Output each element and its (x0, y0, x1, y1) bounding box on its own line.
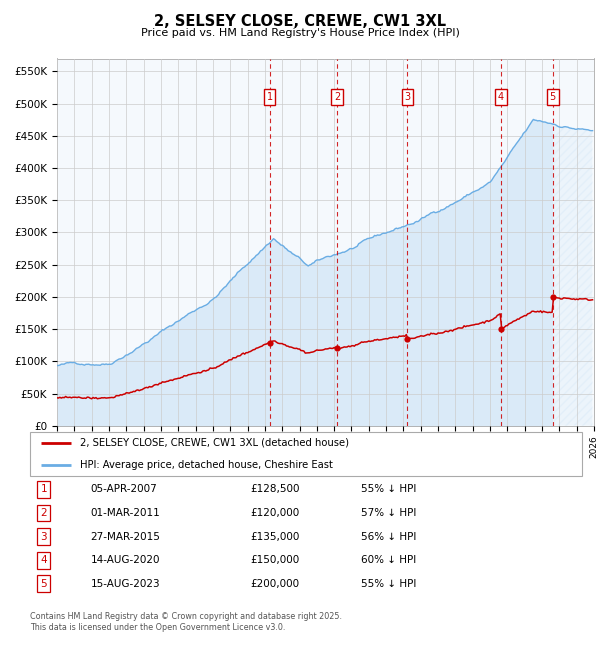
Text: 3: 3 (404, 92, 410, 102)
Text: 2, SELSEY CLOSE, CREWE, CW1 3XL (detached house): 2, SELSEY CLOSE, CREWE, CW1 3XL (detache… (80, 437, 349, 448)
Text: £128,500: £128,500 (251, 484, 301, 495)
Text: 5: 5 (40, 578, 47, 589)
Text: £120,000: £120,000 (251, 508, 300, 518)
Text: 1: 1 (40, 484, 47, 495)
Text: 60% ↓ HPI: 60% ↓ HPI (361, 555, 416, 566)
Text: 14-AUG-2020: 14-AUG-2020 (91, 555, 160, 566)
Text: 4: 4 (498, 92, 504, 102)
FancyBboxPatch shape (30, 432, 582, 476)
Text: 57% ↓ HPI: 57% ↓ HPI (361, 508, 416, 518)
Text: 55% ↓ HPI: 55% ↓ HPI (361, 484, 416, 495)
Text: 4: 4 (40, 555, 47, 566)
Text: £200,000: £200,000 (251, 578, 300, 589)
Text: 56% ↓ HPI: 56% ↓ HPI (361, 532, 416, 541)
Text: 55% ↓ HPI: 55% ↓ HPI (361, 578, 416, 589)
Text: 15-AUG-2023: 15-AUG-2023 (91, 578, 160, 589)
Text: Contains HM Land Registry data © Crown copyright and database right 2025.
This d: Contains HM Land Registry data © Crown c… (30, 612, 342, 632)
Text: 01-MAR-2011: 01-MAR-2011 (91, 508, 160, 518)
Text: £135,000: £135,000 (251, 532, 300, 541)
Text: 2: 2 (334, 92, 340, 102)
Text: 3: 3 (40, 532, 47, 541)
Text: 27-MAR-2015: 27-MAR-2015 (91, 532, 161, 541)
Text: 1: 1 (266, 92, 272, 102)
Text: 2: 2 (40, 508, 47, 518)
Text: Price paid vs. HM Land Registry's House Price Index (HPI): Price paid vs. HM Land Registry's House … (140, 28, 460, 38)
Text: 5: 5 (550, 92, 556, 102)
Text: HPI: Average price, detached house, Cheshire East: HPI: Average price, detached house, Ches… (80, 460, 332, 470)
Text: £150,000: £150,000 (251, 555, 300, 566)
Text: 05-APR-2007: 05-APR-2007 (91, 484, 157, 495)
Text: 2, SELSEY CLOSE, CREWE, CW1 3XL: 2, SELSEY CLOSE, CREWE, CW1 3XL (154, 14, 446, 29)
